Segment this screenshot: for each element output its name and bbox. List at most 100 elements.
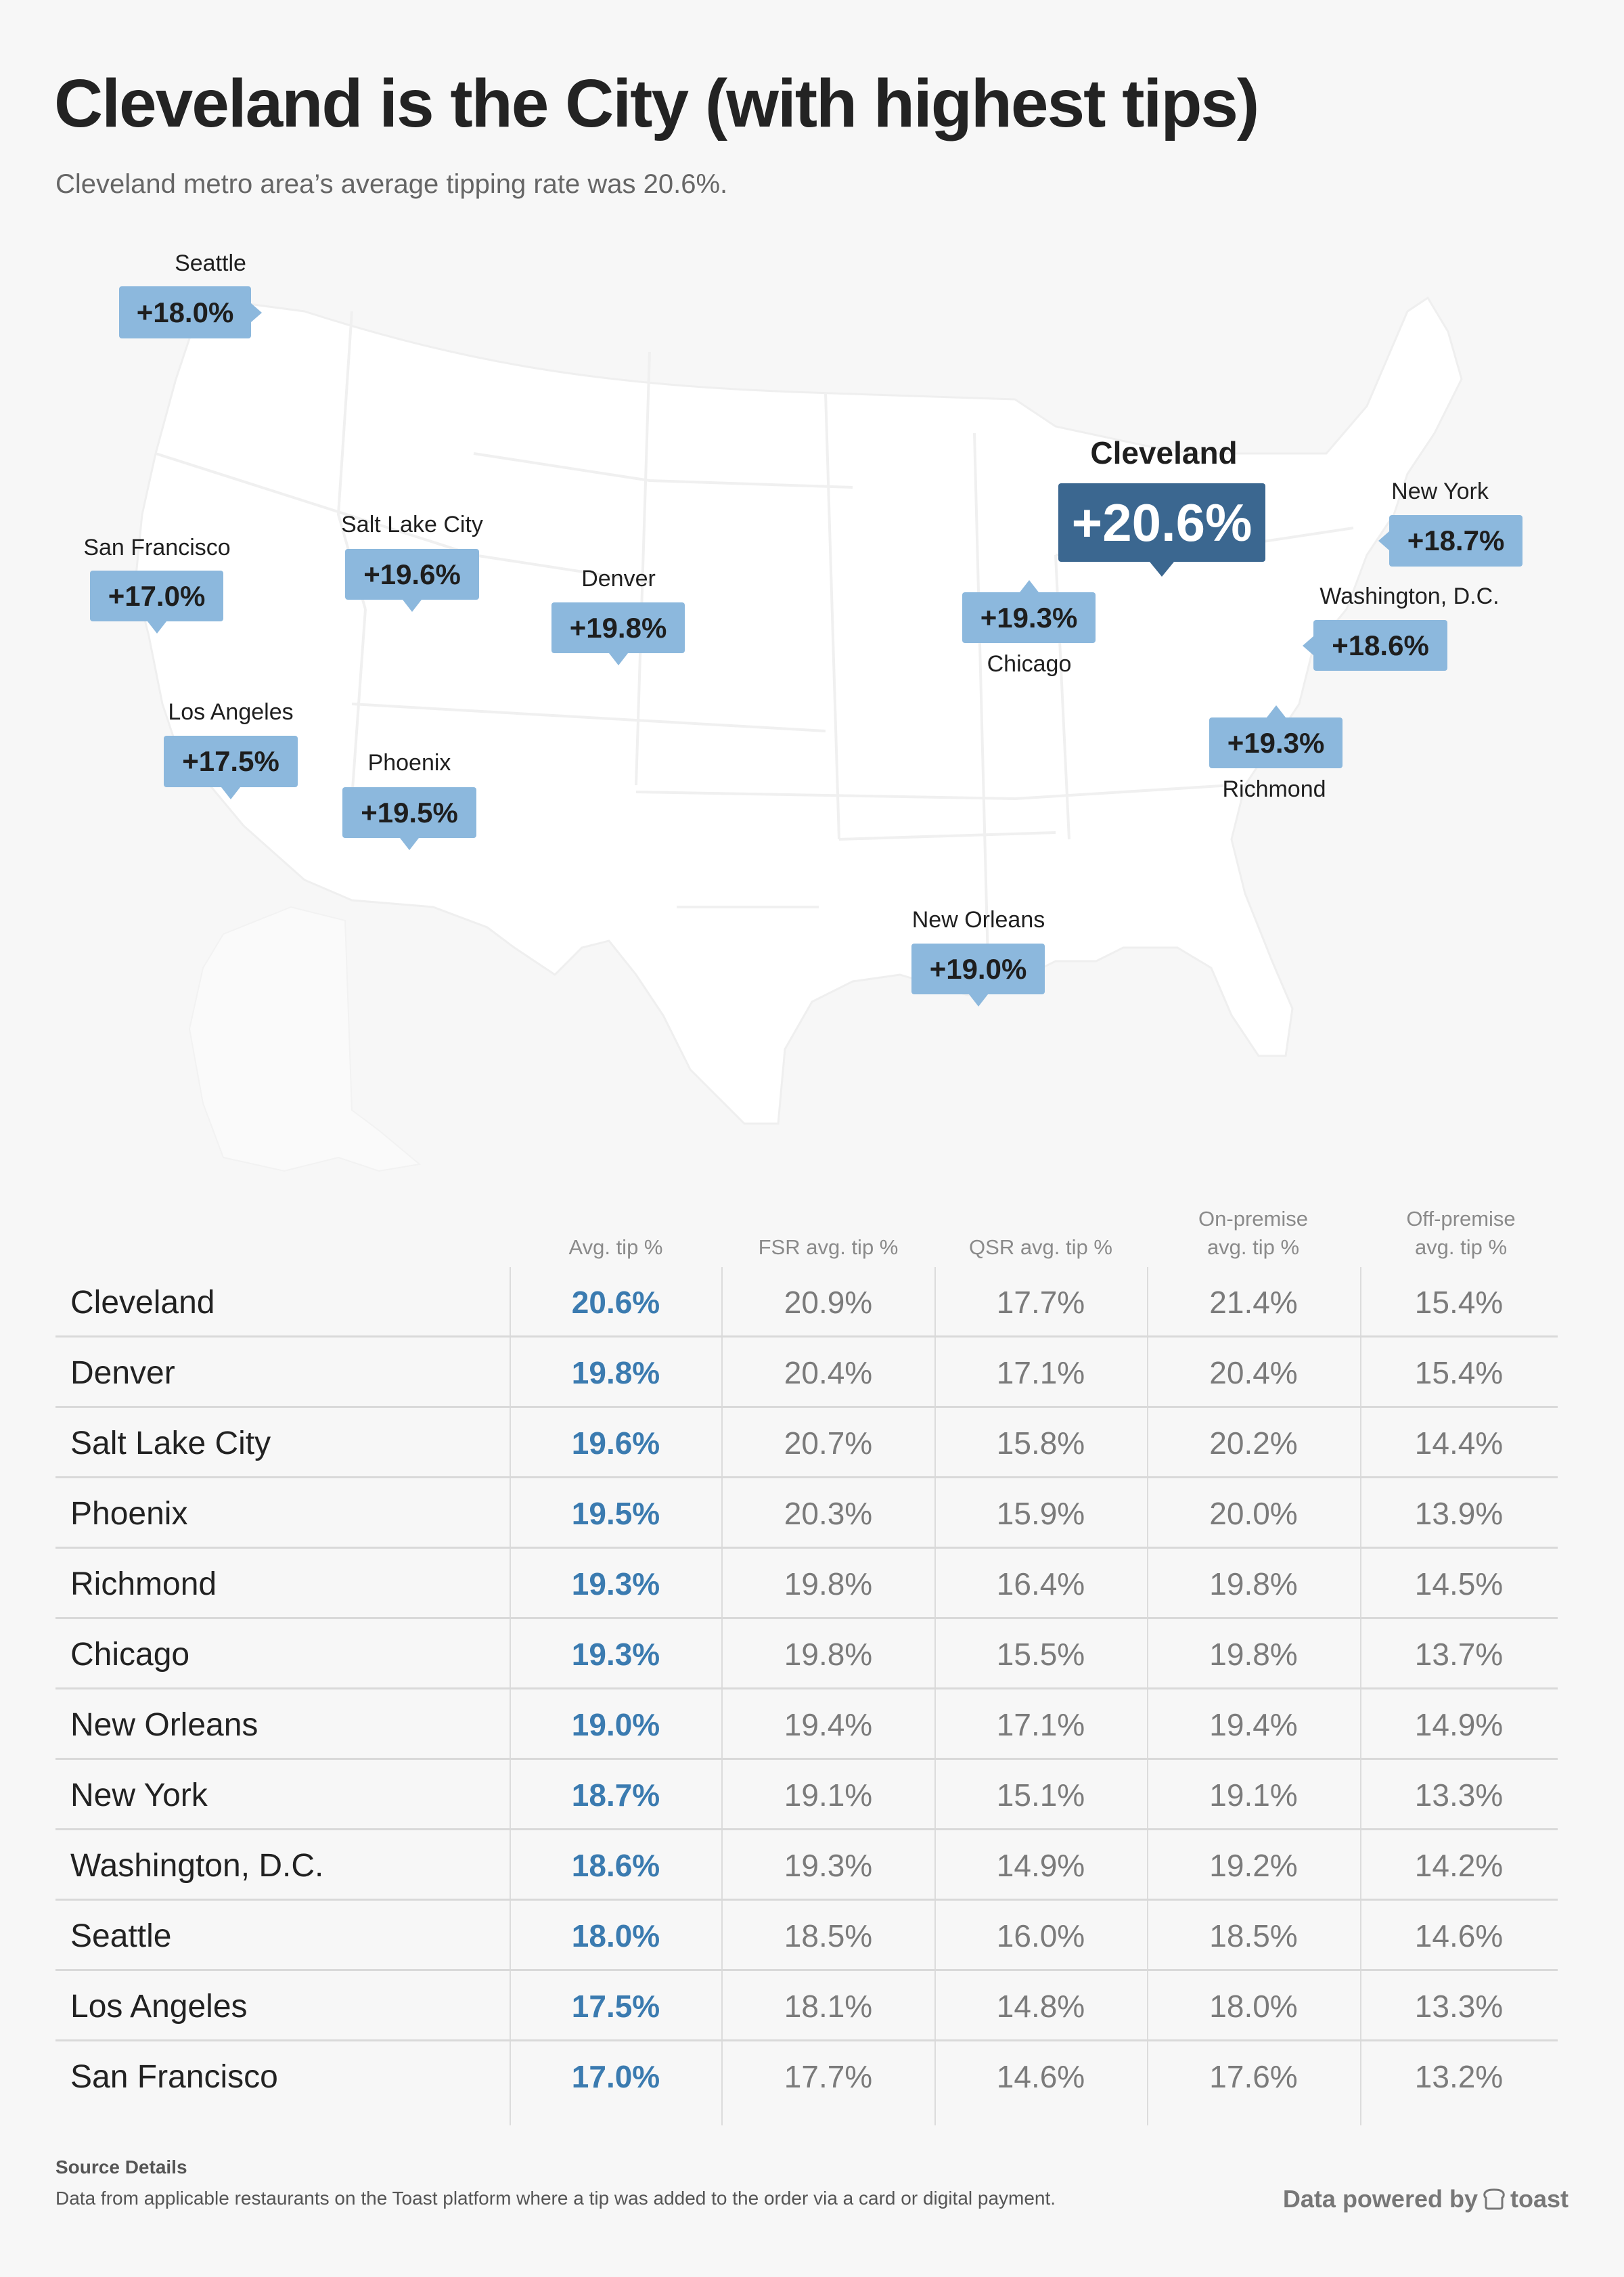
callout-pointer xyxy=(1378,531,1389,550)
callout-pointer xyxy=(403,600,422,612)
alaska-landmass xyxy=(188,906,422,1172)
col-header-avg: Avg. tip % xyxy=(568,1235,663,1259)
cell-fsr: 18.5% xyxy=(784,1918,873,1953)
callout-new-york-value: +18.7% xyxy=(1407,525,1505,556)
city-label-richmond: Richmond xyxy=(1222,776,1326,802)
table-row: New Orleans 19.0% 19.4% 17.1% 19.4% 14.9… xyxy=(55,1689,1558,1760)
cell-city: Cleveland xyxy=(70,1284,215,1321)
cell-avg: 18.7% xyxy=(571,1777,660,1813)
city-label-chicago: Chicago xyxy=(987,651,1072,677)
table-row: Phoenix 19.5% 20.3% 15.9% 20.0% 13.9% xyxy=(55,1478,1558,1549)
cell-avg: 20.6% xyxy=(571,1285,660,1320)
cell-city: Phoenix xyxy=(70,1495,188,1532)
cell-fsr: 19.4% xyxy=(784,1707,873,1742)
callout-pointer xyxy=(1150,562,1174,577)
cell-on-premise: 19.1% xyxy=(1209,1777,1298,1813)
cell-city: Los Angeles xyxy=(70,1988,248,2025)
cell-avg: 18.6% xyxy=(571,1848,660,1883)
city-label-los-angeles: Los Angeles xyxy=(168,699,294,725)
callout-new-york[interactable]: +18.7% xyxy=(1378,515,1522,567)
callout-pointer xyxy=(1266,705,1286,717)
cell-avg: 19.3% xyxy=(571,1566,660,1601)
cell-off-premise: 14.6% xyxy=(1414,1918,1504,1953)
callout-denver[interactable]: +19.8% xyxy=(551,602,685,665)
cell-on-premise: 18.0% xyxy=(1209,1989,1298,2024)
table-row: Salt Lake City 19.6% 20.7% 15.8% 20.2% 1… xyxy=(55,1408,1558,1478)
cell-qsr: 15.9% xyxy=(996,1496,1085,1531)
table-row: Chicago 19.3% 19.8% 15.5% 19.8% 13.7% xyxy=(55,1619,1558,1689)
table-row: Denver 19.8% 20.4% 17.1% 20.4% 15.4% xyxy=(55,1338,1558,1408)
column-divider xyxy=(510,1267,511,2125)
cell-avg: 17.5% xyxy=(571,1989,660,2024)
table-row: Los Angeles 17.5% 18.1% 14.8% 18.0% 13.3… xyxy=(55,1971,1558,2041)
cell-on-premise: 20.0% xyxy=(1209,1496,1298,1531)
powered-by-badge: Data powered by toast xyxy=(1283,2185,1569,2213)
col-header-on-premise: On-premise avg. tip % xyxy=(1147,1205,1359,1262)
callout-chicago-value: +19.3% xyxy=(980,601,1078,634)
cell-off-premise: 14.5% xyxy=(1414,1566,1504,1601)
cell-city: New York xyxy=(70,1777,208,1813)
cell-off-premise: 13.3% xyxy=(1414,1777,1504,1813)
callout-san-francisco[interactable]: +17.0% xyxy=(90,571,223,634)
callout-richmond[interactable]: +19.3% xyxy=(1209,705,1343,768)
cell-fsr: 19.3% xyxy=(784,1848,873,1883)
source-details-text: Data from applicable restaurants on the … xyxy=(55,2188,1056,2209)
callout-phoenix[interactable]: +19.5% xyxy=(342,787,476,850)
table-row: Cleveland 20.6% 20.9% 17.7% 21.4% 15.4% xyxy=(55,1267,1558,1338)
cell-off-premise: 13.7% xyxy=(1414,1637,1504,1672)
callout-washington-dc[interactable]: +18.6% xyxy=(1303,620,1447,671)
cell-fsr: 18.1% xyxy=(784,1989,873,2024)
callout-pointer xyxy=(400,838,419,850)
cell-on-premise: 21.4% xyxy=(1209,1285,1298,1320)
callout-new-orleans[interactable]: +19.0% xyxy=(911,944,1045,1007)
col-header-off-premise: Off-premise avg. tip % xyxy=(1359,1205,1562,1262)
cell-fsr: 19.1% xyxy=(784,1777,873,1813)
table-body: Cleveland 20.6% 20.9% 17.7% 21.4% 15.4% … xyxy=(55,1267,1558,2112)
page-subtitle: Cleveland metro area’s average tipping r… xyxy=(55,169,728,199)
cell-qsr: 17.7% xyxy=(996,1285,1085,1320)
cell-avg: 19.6% xyxy=(571,1425,660,1461)
callout-pointer xyxy=(251,303,262,322)
cell-qsr: 16.4% xyxy=(996,1566,1085,1601)
column-divider xyxy=(934,1267,936,2125)
powered-by-label: Data powered by xyxy=(1282,2185,1478,2213)
city-label-cleveland: Cleveland xyxy=(1090,435,1238,470)
cell-qsr: 14.6% xyxy=(996,2059,1085,2094)
table-row: Richmond 19.3% 19.8% 16.4% 19.8% 14.5% xyxy=(55,1549,1558,1619)
cell-qsr: 16.0% xyxy=(996,1918,1085,1953)
col-header-fsr: FSR avg. tip % xyxy=(758,1235,899,1259)
callout-chicago[interactable]: +19.3% xyxy=(962,580,1096,643)
column-divider xyxy=(1360,1267,1361,2125)
toast-brand-name: toast xyxy=(1510,2185,1569,2213)
cell-off-premise: 13.9% xyxy=(1414,1496,1504,1531)
toast-bread-icon xyxy=(1483,2188,1505,2210)
callout-pointer xyxy=(221,787,240,799)
cell-avg: 18.0% xyxy=(571,1918,660,1953)
cell-on-premise: 19.8% xyxy=(1209,1566,1298,1601)
city-label-washington-dc: Washington, D.C. xyxy=(1320,583,1499,609)
cell-off-premise: 14.2% xyxy=(1414,1848,1504,1883)
table-row: Seattle 18.0% 18.5% 16.0% 18.5% 14.6% xyxy=(55,1901,1558,1971)
cell-off-premise: 14.9% xyxy=(1414,1707,1504,1742)
col-header-qsr: QSR avg. tip % xyxy=(969,1235,1112,1259)
cell-on-premise: 19.4% xyxy=(1209,1707,1298,1742)
cell-city: Seattle xyxy=(70,1918,172,1954)
cell-off-premise: 13.3% xyxy=(1414,1989,1504,2024)
callout-salt-lake-city[interactable]: +19.6% xyxy=(345,549,479,612)
callout-washington-dc-value: +18.6% xyxy=(1332,629,1429,661)
cell-city: Washington, D.C. xyxy=(70,1847,324,1884)
city-label-denver: Denver xyxy=(581,566,656,592)
cell-off-premise: 13.2% xyxy=(1414,2059,1504,2094)
cell-off-premise: 14.4% xyxy=(1414,1425,1504,1461)
cell-fsr: 17.7% xyxy=(784,2059,873,2094)
callout-cleveland[interactable]: +20.6% xyxy=(1058,483,1265,577)
city-label-new-orleans: New Orleans xyxy=(911,907,1045,933)
cell-on-premise: 20.2% xyxy=(1209,1425,1298,1461)
city-label-phoenix: Phoenix xyxy=(367,750,451,776)
cell-on-premise: 19.8% xyxy=(1209,1637,1298,1672)
callout-los-angeles[interactable]: +17.5% xyxy=(164,736,298,799)
city-label-seattle: Seattle xyxy=(175,250,246,276)
callout-seattle[interactable]: +18.0% xyxy=(119,286,262,338)
cell-qsr: 14.9% xyxy=(996,1848,1085,1883)
callout-pointer xyxy=(1019,580,1039,592)
